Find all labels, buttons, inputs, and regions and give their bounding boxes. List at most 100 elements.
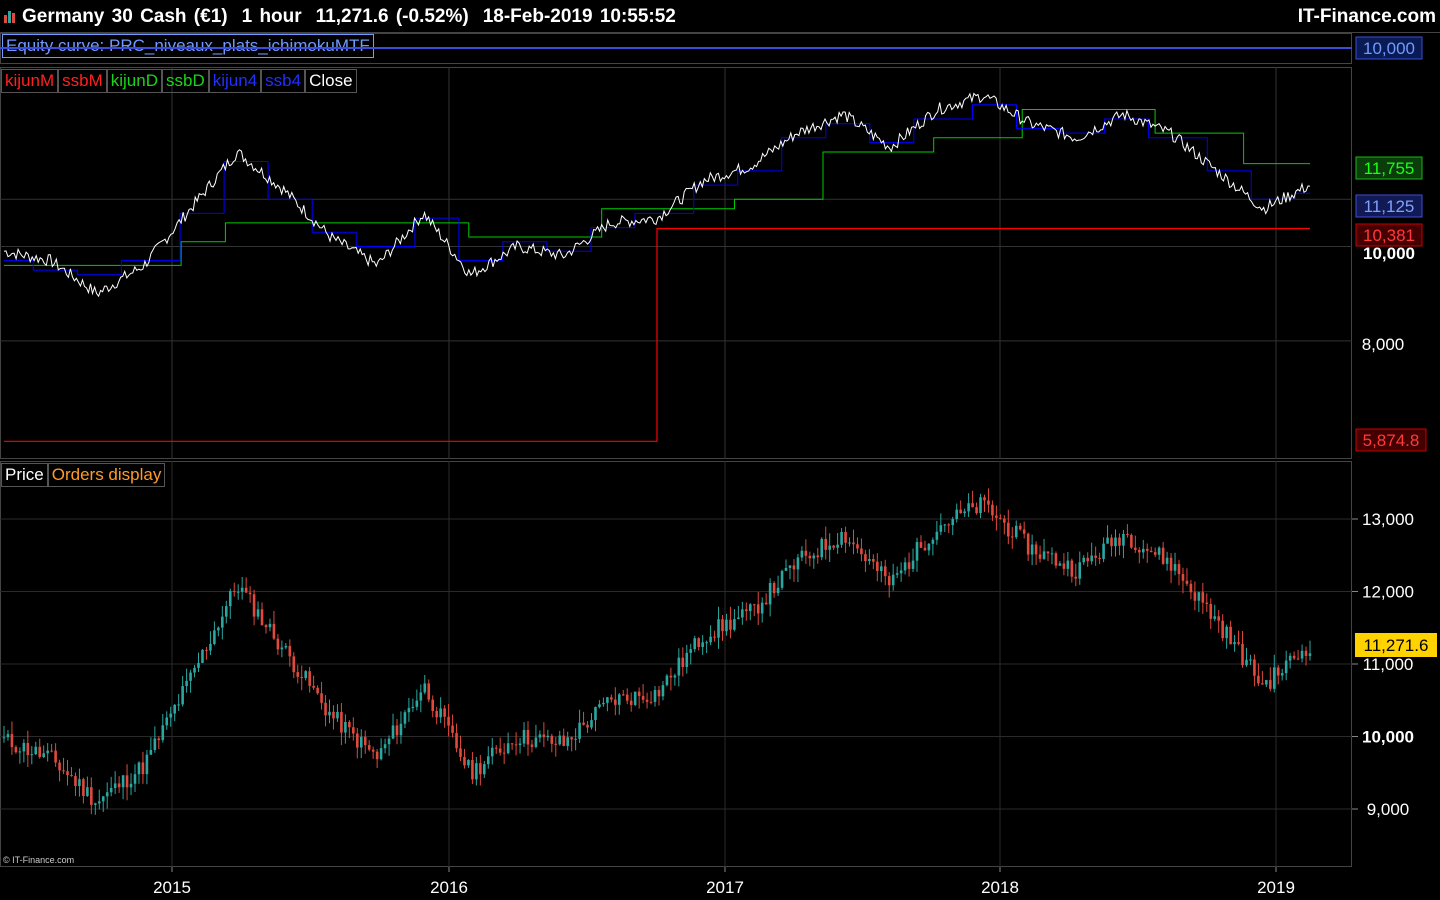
candle-body	[288, 645, 292, 657]
candle-body	[816, 555, 820, 558]
legend-close[interactable]: Close	[305, 69, 357, 93]
candle-body	[673, 675, 677, 678]
candle-body	[62, 770, 65, 772]
candle-body	[1304, 650, 1308, 656]
candle-body	[506, 743, 510, 754]
candle-body	[141, 762, 145, 775]
candle-body	[1165, 557, 1169, 564]
candle-body	[300, 676, 304, 679]
candle-body	[820, 538, 824, 558]
legend-kijunD[interactable]: kijunD	[106, 69, 162, 93]
candle-body	[741, 609, 744, 618]
candle-body	[923, 547, 927, 551]
candle-body	[221, 616, 224, 628]
candle-body	[145, 754, 149, 775]
candle-body	[1189, 583, 1193, 593]
candle-body	[856, 544, 859, 549]
candle-body	[332, 711, 335, 719]
instrument-name[interactable]: Germany 30 Cash (€1)	[22, 6, 228, 27]
candle-body	[943, 524, 947, 526]
candle-body	[101, 796, 105, 802]
tag-ssbM: 5,874.8	[1363, 431, 1420, 450]
candle-body	[566, 737, 569, 746]
candle-body	[1126, 533, 1129, 535]
candle-body	[748, 604, 752, 612]
candle-body	[1288, 655, 1292, 661]
equity-panel-chart: 10,000	[0, 36, 1423, 60]
candle-body	[1098, 557, 1101, 559]
candle-body	[1042, 551, 1046, 559]
candle-body	[836, 544, 839, 548]
candle-body	[677, 657, 681, 676]
candle-body	[308, 671, 311, 686]
candle-body	[530, 744, 534, 747]
candle-body	[161, 725, 165, 741]
timeframe[interactable]: 1 hour	[241, 6, 302, 27]
candle-body	[248, 592, 252, 595]
candle-body	[578, 722, 581, 739]
legend-ssb4[interactable]: ssb4	[261, 69, 306, 93]
candle-body	[1038, 554, 1042, 559]
candle-body	[1149, 550, 1153, 553]
candle-body	[217, 627, 220, 631]
candle-body	[1141, 548, 1145, 553]
candle-body	[562, 735, 566, 746]
candle-body	[355, 733, 359, 748]
candle-body	[379, 748, 383, 760]
candle-body	[542, 734, 546, 738]
candle-body	[534, 737, 538, 747]
candle-body	[1030, 544, 1034, 555]
candle-body	[348, 721, 351, 728]
ssbD-line	[4, 109, 1310, 266]
legend-ssbD[interactable]: ssbD	[162, 69, 209, 93]
legend-price[interactable]: Price	[1, 463, 48, 487]
candle-body	[760, 602, 764, 614]
candle-body	[657, 689, 661, 697]
candle-body	[205, 649, 208, 651]
candle-body	[1058, 563, 1062, 566]
candle-body	[14, 747, 18, 753]
candle-body	[1078, 562, 1082, 579]
candle-body	[1201, 592, 1205, 603]
candle-body	[1050, 553, 1054, 555]
candle-body	[931, 539, 935, 544]
candle-body	[1122, 533, 1125, 546]
candle-body	[1265, 680, 1268, 685]
candle-body	[415, 700, 419, 707]
candle-body	[153, 738, 157, 750]
candle-body	[895, 573, 899, 575]
candle-body	[891, 574, 895, 586]
copyright-text: © IT-Finance.com	[3, 855, 75, 865]
candle-body	[729, 619, 732, 630]
candle-body	[685, 652, 689, 668]
candle-body	[97, 801, 101, 804]
candle-body	[264, 625, 268, 628]
candle-body	[1241, 643, 1244, 666]
candle-body	[284, 645, 288, 648]
candle-body	[340, 711, 343, 733]
legend-kijun4[interactable]: kijun4	[208, 69, 262, 93]
candle-body	[1249, 659, 1252, 661]
candle-body	[1173, 564, 1177, 571]
candle-body	[78, 779, 81, 786]
candle-body	[975, 507, 978, 514]
candle-body	[1086, 557, 1090, 562]
candle-body	[213, 630, 216, 644]
candle-body	[2, 737, 6, 739]
candle-body	[197, 662, 200, 668]
candle-body	[903, 562, 907, 571]
candle-body	[610, 697, 613, 700]
candle-body	[22, 742, 26, 752]
brand-name: IT-Finance.com	[1297, 6, 1436, 27]
candle-body	[872, 558, 875, 562]
candle-body	[244, 587, 248, 593]
equity-label[interactable]: Equity curve: PRC_niveaux_plats_ichimoku…	[2, 34, 374, 58]
x-tick-label: 2017	[706, 878, 744, 897]
candle-body	[756, 604, 760, 614]
indicator-panel[interactable]	[0, 67, 1352, 459]
candle-body	[312, 685, 315, 688]
time-axis[interactable]: 2015 2016 2017 2018 2019	[0, 867, 1440, 900]
legend-ssbM[interactable]: ssbM	[58, 69, 107, 93]
legend-orders-display[interactable]: Orders display	[47, 463, 166, 487]
legend-kijunM[interactable]: kijunM	[1, 69, 59, 93]
